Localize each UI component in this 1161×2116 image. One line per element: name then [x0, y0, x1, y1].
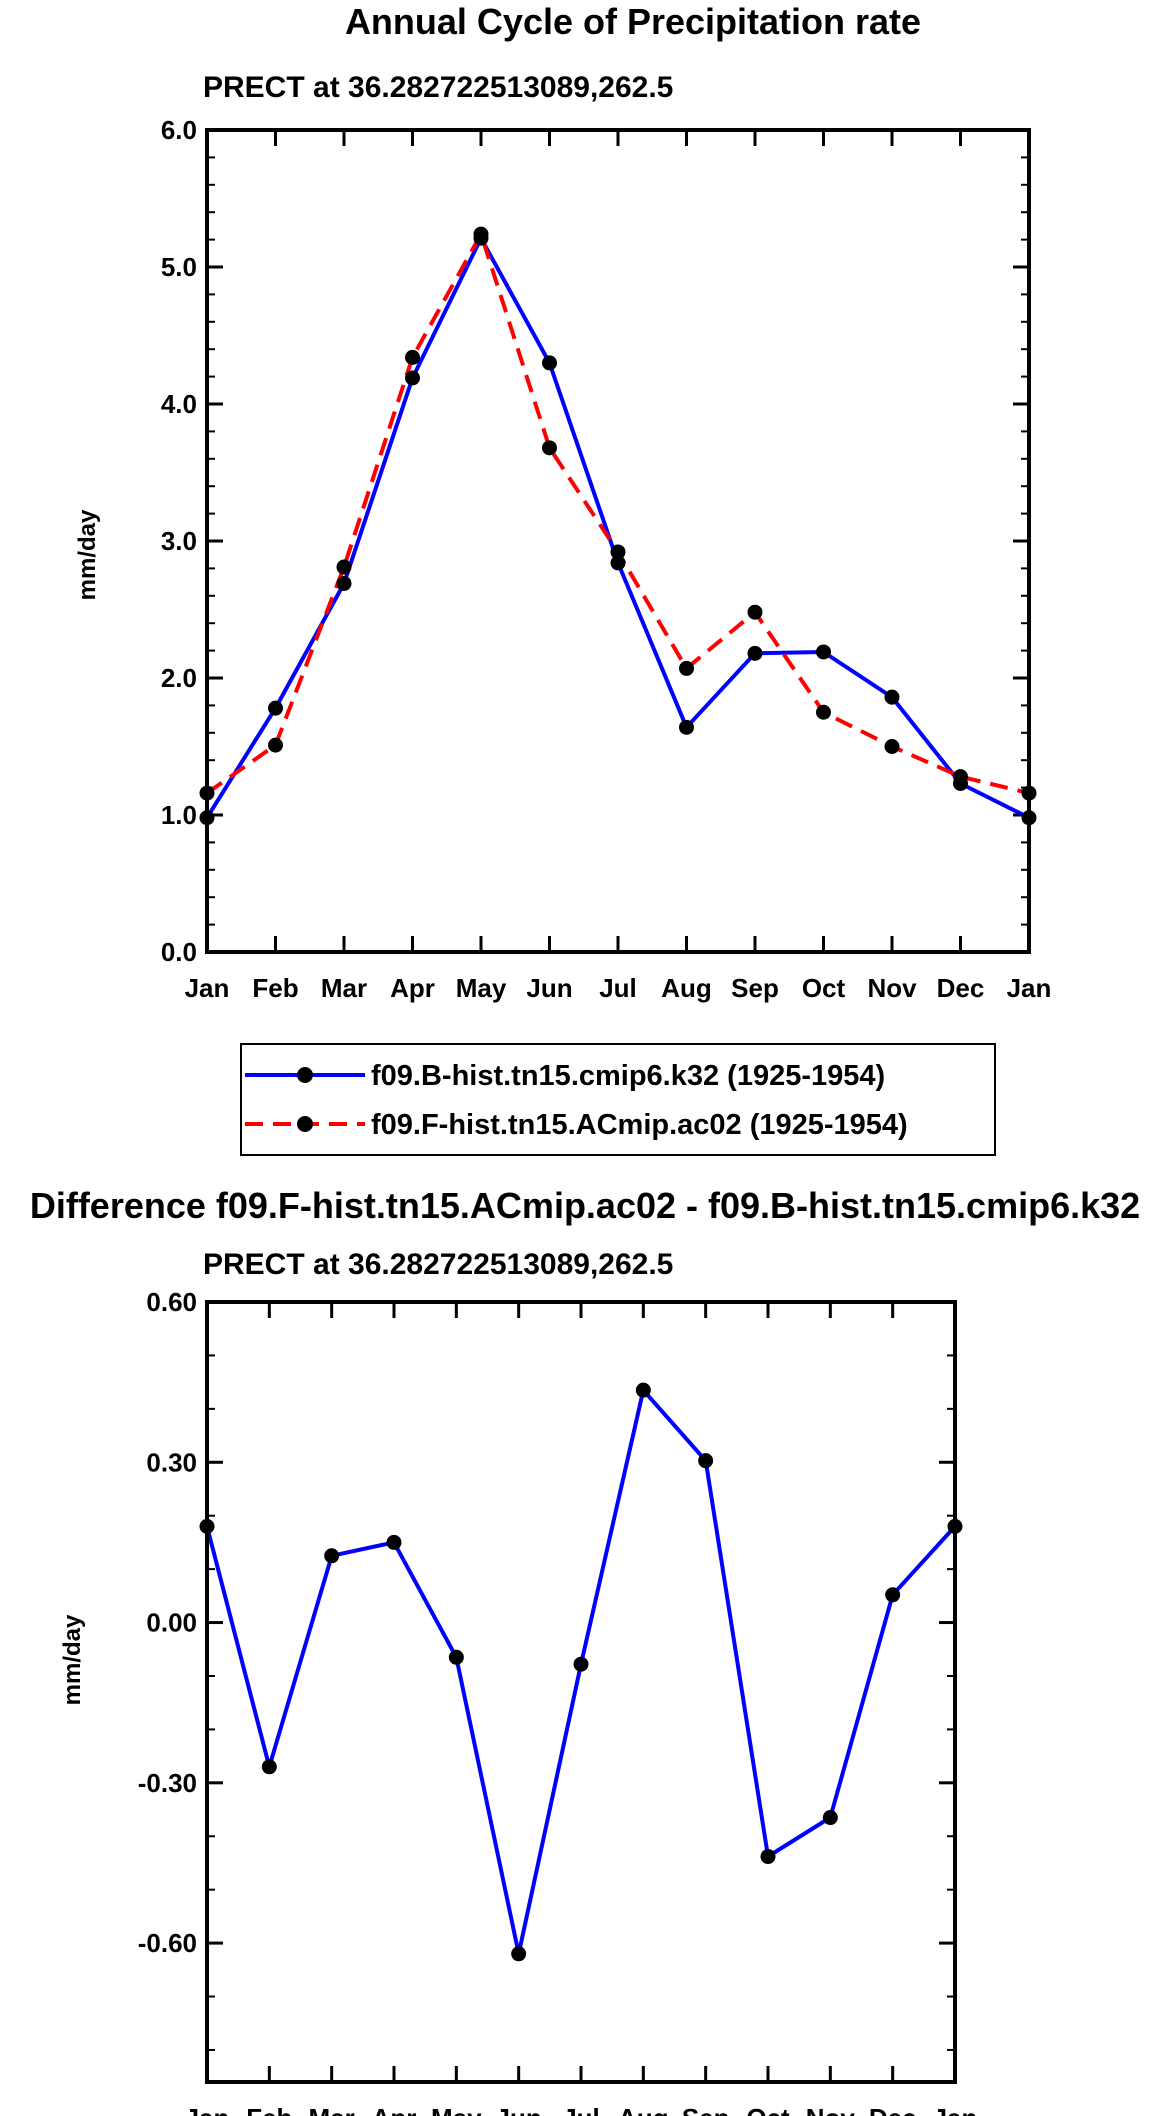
y-axis-ticks: 0.0 1.0 2.0 3.0 4.0 5.0 6.0 [161, 115, 1029, 967]
data-point-series-1 [679, 660, 694, 676]
data-point-series-1 [473, 226, 489, 242]
x-tick-label: Aug [661, 973, 712, 1003]
legend-marker-model-b [297, 1067, 313, 1083]
y-tick-label: 5.0 [161, 252, 197, 282]
x-tick-label: Jul [599, 973, 637, 1003]
y-tick-label: 3.0 [161, 526, 197, 556]
data-point-series-0 [884, 689, 900, 705]
diff-y-axis-label: mm/day [59, 1614, 86, 1705]
x-tick-label: Apr [372, 2103, 417, 2116]
data-point-series-0 [747, 645, 763, 661]
y-tick-label: 1.0 [161, 800, 197, 830]
data-point-series-1 [405, 349, 420, 365]
data-point-series-0 [261, 1759, 277, 1775]
x-tick-label: Nov [867, 973, 917, 1003]
legend-marker-model-f [297, 1116, 313, 1132]
x-tick-label: Nov [806, 2103, 856, 2116]
data-point-series-0 [336, 575, 352, 591]
x-tick-label: Jun [526, 973, 572, 1003]
data-point-series-0 [511, 1946, 527, 1962]
y-tick-label: 0.60 [146, 1287, 197, 1317]
data-point-series-0 [386, 1534, 402, 1550]
data-point-series-1 [816, 704, 831, 720]
data-point-series-1 [336, 559, 352, 575]
data-point-series-1 [542, 440, 557, 456]
x-tick-label: Dec [937, 973, 985, 1003]
x-tick-label: Jan [185, 2103, 230, 2116]
x-tick-label: Feb [252, 973, 298, 1003]
data-point-series-1 [747, 604, 763, 620]
x-tick-label: Jan [1007, 973, 1052, 1003]
x-tick-label: Apr [390, 973, 435, 1003]
x-tick-label: May [431, 2103, 482, 2116]
x-tick-label: Dec [869, 2103, 917, 2116]
data-point-series-1 [610, 544, 626, 560]
data-point-series-0 [448, 1649, 464, 1665]
x-tick-label: Sep [731, 973, 779, 1003]
data-point-series-0 [816, 644, 831, 660]
y-tick-label: 0.00 [146, 1608, 197, 1638]
y-tick-label: 6.0 [161, 115, 197, 145]
data-point-series-0 [324, 1548, 340, 1564]
diff-plot-series [199, 1382, 963, 1962]
diff-x-axis-ticks: Jan Feb Mar Apr May Jun Jul Aug Sep Oct Nov Dec Jan [185, 1302, 978, 2116]
data-point-series-1 [884, 739, 900, 754]
data-point-series-0 [573, 1656, 589, 1672]
data-point-series-0 [679, 719, 694, 735]
data-point-series-0 [268, 700, 283, 716]
chart-title: Annual Cycle of Precipitation rate [345, 1, 921, 42]
x-tick-label: Jan [933, 2103, 978, 2116]
x-tick-label: Jun [496, 2103, 542, 2116]
x-tick-label: Oct [746, 2103, 790, 2116]
x-tick-label: Feb [246, 2103, 292, 2116]
plot-frame [205, 128, 1031, 954]
chart-subtitle: PRECT at 36.282722513089,262.5 [203, 71, 673, 104]
x-tick-label: Mar [321, 973, 367, 1003]
y-tick-label: 0.30 [146, 1447, 197, 1477]
diff-plot-frame [205, 1300, 957, 2084]
x-tick-label: Oct [802, 973, 846, 1003]
data-point-series-0 [542, 355, 557, 371]
series-line-1 [205, 232, 1030, 796]
series-line-0 [205, 1388, 957, 1956]
series-line-0 [205, 236, 1030, 820]
x-tick-label: Aug [618, 2103, 669, 2116]
x-tick-label: Sep [682, 2103, 730, 2116]
x-tick-label: Jul [562, 2103, 600, 2116]
data-point-series-0 [885, 1587, 901, 1603]
legend-label-model-b: f09.B-hist.tn15.cmip6.k32 (1925-1954) [371, 1060, 885, 1092]
y-axis-label: mm/day [74, 509, 101, 600]
data-point-series-0 [635, 1382, 651, 1398]
data-point-series-0 [698, 1453, 714, 1469]
y-tick-label: 2.0 [161, 663, 197, 693]
data-point-series-1 [953, 769, 968, 785]
legend: f09.B-hist.tn15.cmip6.k32 (1925-1954) f0… [240, 1043, 996, 1156]
y-tick-label: 4.0 [161, 389, 197, 419]
data-point-series-0 [405, 370, 420, 386]
legend-label-model-f: f09.F-hist.tn15.ACmip.ac02 (1925-1954) [371, 1109, 908, 1141]
data-point-series-0 [822, 1810, 838, 1826]
x-tick-label: Jan [185, 973, 230, 1003]
x-tick-label: Mar [309, 2103, 355, 2116]
data-point-series-0 [610, 555, 626, 571]
x-tick-label: May [456, 973, 507, 1003]
diff-chart-subtitle: PRECT at 36.282722513089,262.5 [203, 1248, 673, 1281]
diff-y-axis-ticks: 0.60 0.30 0.00 -0.30 -0.60 [138, 1287, 955, 2051]
difference-chart: Difference f09.F-hist.tn15.ACmip.ac02 - … [30, 1185, 1140, 2116]
plot-series [199, 226, 1037, 826]
data-point-series-1 [268, 737, 283, 753]
y-tick-label: 0.0 [161, 937, 197, 967]
annual-cycle-chart: Annual Cycle of Precipitation rate PRECT… [74, 1, 1052, 1156]
legend-box [240, 1043, 996, 1156]
y-tick-label: -0.30 [138, 1768, 197, 1798]
y-tick-label: -0.60 [138, 1928, 197, 1958]
data-point-series-0 [760, 1849, 776, 1865]
diff-chart-title: Difference f09.F-hist.tn15.ACmip.ac02 - … [30, 1185, 1140, 1226]
